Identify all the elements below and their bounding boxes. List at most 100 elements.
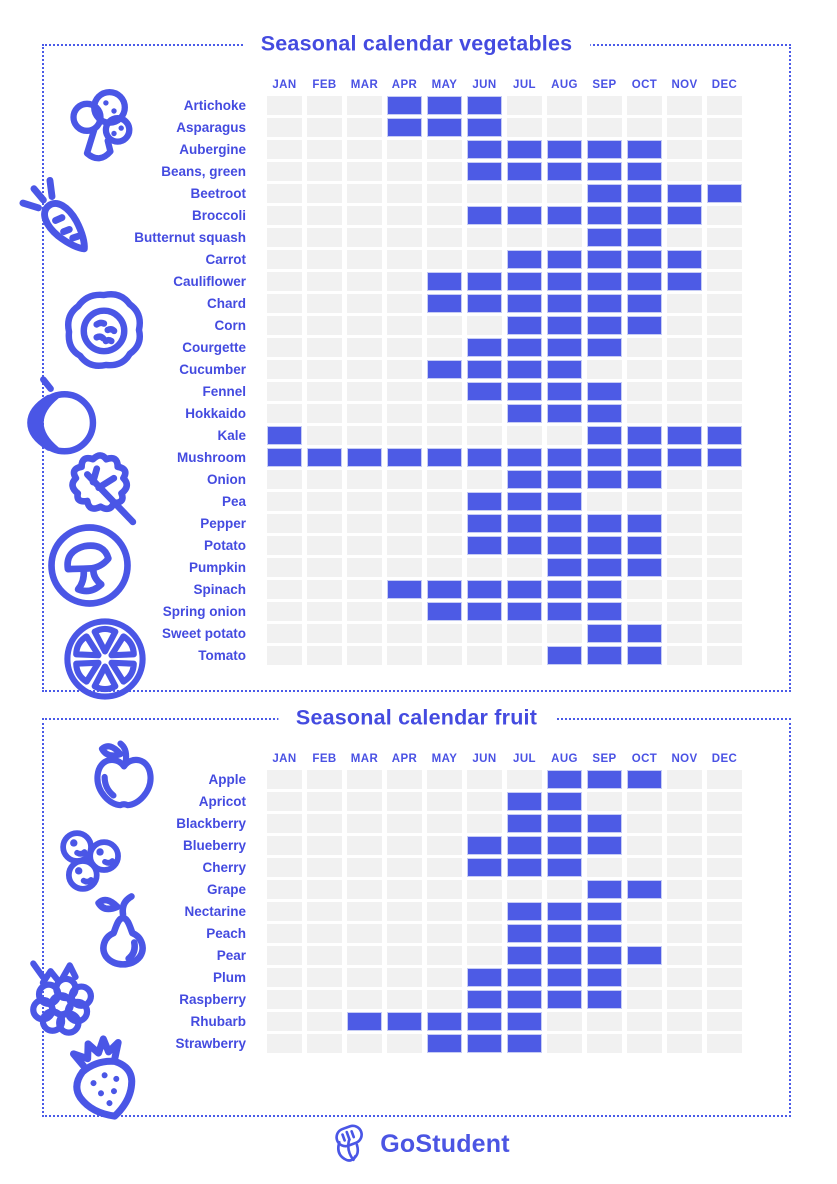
month-cell	[307, 770, 342, 789]
month-cell	[387, 946, 422, 965]
month-cell	[507, 316, 542, 335]
month-cell	[547, 316, 582, 335]
month-cell	[707, 602, 742, 621]
month-cell	[267, 1034, 302, 1053]
month-cell	[707, 360, 742, 379]
month-cell	[547, 404, 582, 423]
month-cell	[547, 162, 582, 181]
row-label: Nectarine	[184, 904, 246, 919]
month-cell	[347, 836, 382, 855]
month-cell	[667, 770, 702, 789]
month-cell	[427, 162, 462, 181]
month-cell	[427, 602, 462, 621]
month-cell	[467, 880, 502, 899]
month-cell	[347, 404, 382, 423]
month-cell	[267, 858, 302, 877]
month-cell	[667, 558, 702, 577]
month-cell	[387, 558, 422, 577]
month-cell	[627, 492, 662, 511]
month-cell	[547, 514, 582, 533]
month-label: APR	[391, 753, 418, 765]
month-cell	[507, 1012, 542, 1031]
month-label: JAN	[272, 79, 297, 91]
month-cell	[547, 858, 582, 877]
month-cell	[307, 946, 342, 965]
table-row: Artichoke	[50, 96, 742, 115]
month-cell	[467, 602, 502, 621]
month-cell	[267, 228, 302, 247]
month-label: SEP	[592, 753, 617, 765]
brand-name: GoStudent	[380, 1129, 510, 1158]
month-cell	[347, 1034, 382, 1053]
month-cell	[587, 382, 622, 401]
month-cell	[387, 814, 422, 833]
month-cell	[627, 836, 662, 855]
month-cell	[547, 140, 582, 159]
month-cell	[507, 602, 542, 621]
table-row: Aubergine	[50, 140, 742, 159]
month-cell	[587, 558, 622, 577]
month-cell	[427, 558, 462, 577]
month-cell	[307, 382, 342, 401]
month-cell	[307, 360, 342, 379]
month-cell	[307, 602, 342, 621]
table-row: Apple	[50, 770, 742, 789]
month-cell	[547, 360, 582, 379]
table-row: Spinach	[50, 580, 742, 599]
month-cell	[467, 206, 502, 225]
month-cell	[507, 646, 542, 665]
month-cell	[427, 624, 462, 643]
month-cell	[547, 536, 582, 555]
month-cell	[667, 316, 702, 335]
month-cell	[387, 294, 422, 313]
month-cell	[387, 448, 422, 467]
month-cell	[387, 118, 422, 137]
month-cell	[667, 514, 702, 533]
month-cell	[627, 646, 662, 665]
row-label: Cauliflower	[173, 274, 246, 289]
month-cell	[587, 118, 622, 137]
month-cell	[387, 140, 422, 159]
month-cell	[267, 184, 302, 203]
month-cell	[347, 602, 382, 621]
month-cell	[627, 162, 662, 181]
month-cell	[667, 946, 702, 965]
month-cell	[267, 96, 302, 115]
month-cell	[267, 558, 302, 577]
month-cell	[347, 206, 382, 225]
row-label: Kale	[217, 428, 246, 443]
table-row: Broccoli	[50, 206, 742, 225]
row-label: Mushroom	[177, 450, 246, 465]
month-cell	[307, 1034, 342, 1053]
month-cell	[347, 792, 382, 811]
month-cell	[467, 792, 502, 811]
month-cell	[627, 770, 662, 789]
month-cell	[267, 404, 302, 423]
month-cell	[307, 580, 342, 599]
month-cell	[427, 514, 462, 533]
month-cell	[267, 836, 302, 855]
month-cell	[267, 580, 302, 599]
month-cell	[507, 228, 542, 247]
month-cell	[387, 470, 422, 489]
month-cell	[347, 360, 382, 379]
month-cell	[547, 294, 582, 313]
table-row: Pepper	[50, 514, 742, 533]
month-cell	[667, 448, 702, 467]
month-cell	[387, 792, 422, 811]
month-cell	[627, 448, 662, 467]
month-cell	[547, 770, 582, 789]
table-row: Nectarine	[50, 902, 742, 921]
month-cell	[707, 272, 742, 291]
month-cell	[267, 770, 302, 789]
month-cell	[507, 514, 542, 533]
month-cell	[587, 968, 622, 987]
month-cell	[307, 184, 342, 203]
table-row: Mushroom	[50, 448, 742, 467]
table-row: Beetroot	[50, 184, 742, 203]
month-cell	[467, 162, 502, 181]
month-cell	[507, 792, 542, 811]
month-cell	[547, 382, 582, 401]
table-row: Hokkaido	[50, 404, 742, 423]
raspberry-icon	[16, 952, 112, 1048]
